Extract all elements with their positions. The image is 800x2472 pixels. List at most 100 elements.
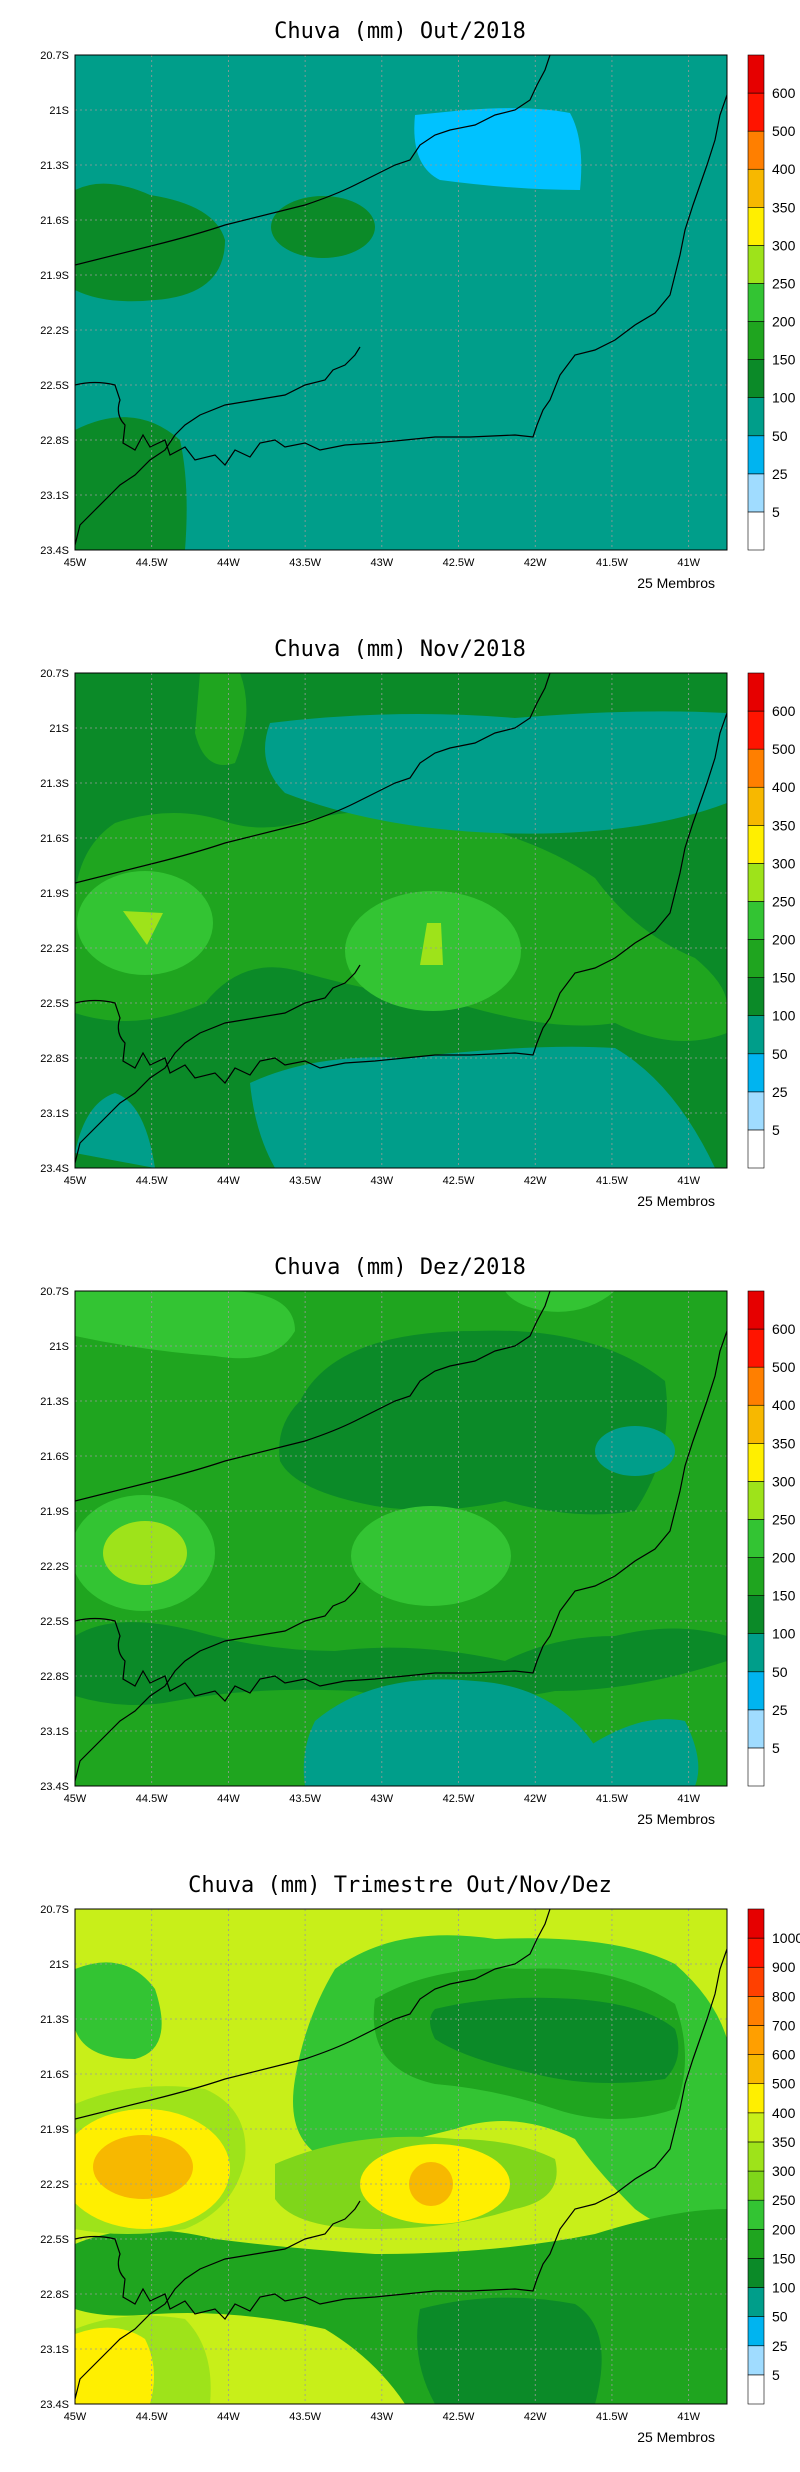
colorbar-swatch <box>747 435 765 475</box>
colorbar-swatch <box>747 1053 765 1093</box>
colorbar-swatch <box>747 2199 765 2230</box>
state-border <box>75 964 361 1164</box>
colorbar-swatch <box>747 1557 765 1596</box>
lon-tick-label: 42W <box>524 557 547 569</box>
lon-tick-label: 43.5W <box>289 2411 321 2423</box>
coastline <box>75 712 727 1084</box>
lon-tick-label: 45W <box>64 1175 87 1187</box>
colorbar-swatch <box>747 1129 765 1169</box>
colorbar-swatch <box>747 168 765 208</box>
colorbar-label: 350 <box>772 1435 796 1451</box>
colorbar-label: 250 <box>772 893 796 909</box>
colorbar-label: 100 <box>772 2280 796 2296</box>
colorbar-label: 250 <box>772 275 796 291</box>
coastline <box>75 94 727 466</box>
colorbar-swatch <box>747 901 765 940</box>
lat-tick-label: 23.4S <box>40 1163 69 1175</box>
lon-tick-label: 42W <box>524 2411 547 2423</box>
colorbar-swatch <box>747 2054 765 2085</box>
colorbar-label: 50 <box>772 1664 788 1680</box>
lat-tick-label: 22.2S <box>40 1561 69 1573</box>
state-border <box>75 1582 361 1782</box>
colorbar-swatch <box>747 1519 765 1558</box>
colorbar-label: 900 <box>772 1959 796 1975</box>
lon-tick-label: 41W <box>677 2411 700 2423</box>
colorbar-label: 5 <box>772 2367 780 2383</box>
colorbar-swatch <box>747 825 765 864</box>
colorbar-label: 600 <box>772 1321 796 1337</box>
colorbar: 5 25 50 100 150 200 250 300 350 400 500 600 700 800 90… <box>747 1908 800 2405</box>
lon-tick-label: 43.5W <box>289 557 321 569</box>
lat-tick-label: 23.1S <box>40 490 69 502</box>
map-area <box>75 1909 727 2404</box>
colorbar-swatch <box>747 2287 765 2317</box>
colorbar-swatch <box>747 939 765 978</box>
colorbar-swatch <box>747 1709 765 1749</box>
lat-tick-label: 23.1S <box>40 1108 69 1120</box>
lat-tick-label: 21.3S <box>40 1396 69 1408</box>
map-title: Chuva (mm) Nov/2018 <box>274 637 526 662</box>
colorbar-swatch <box>747 321 765 360</box>
lon-tick-label: 45W <box>64 557 87 569</box>
coastline <box>75 1948 727 2320</box>
colorbar-label: 400 <box>772 779 796 795</box>
colorbar-swatch <box>747 1633 765 1673</box>
rain-contour-region <box>75 673 727 1041</box>
colorbar-label: 400 <box>772 1397 796 1413</box>
colorbar-label: 5 <box>772 1122 780 1138</box>
colorbar: 5 25 50 100 150 200 250 300 350 400 500 600 <box>747 54 796 551</box>
colorbar-label: 600 <box>772 703 796 719</box>
lon-tick-label: 43W <box>371 2411 394 2423</box>
colorbar: 5 25 50 100 150 200 250 300 350 400 500 600 <box>747 672 796 1169</box>
lon-tick-label: 41.5W <box>596 1793 628 1805</box>
lat-tick-label: 23.1S <box>40 2344 69 2356</box>
colorbar-swatch <box>747 245 765 284</box>
lat-tick-label: 22.5S <box>40 380 69 392</box>
lat-tick-label: 22.2S <box>40 943 69 955</box>
colorbar-label: 150 <box>772 352 796 368</box>
colorbar-label: 500 <box>772 2076 796 2092</box>
colorbar-swatch <box>747 1328 765 1368</box>
lon-tick-label: 42.5W <box>443 2411 475 2423</box>
lon-tick-label: 43W <box>371 1793 394 1805</box>
ensemble-members-label: 25 Membros <box>637 1811 715 1827</box>
lat-tick-label: 21.6S <box>40 833 69 845</box>
colorbar-label: 700 <box>772 2017 796 2033</box>
lon-tick-label: 44W <box>217 557 240 569</box>
colorbar-swatch <box>747 359 765 398</box>
lat-tick-label: 20.7S <box>40 1286 69 1298</box>
state-border <box>75 346 361 546</box>
rain-contour-region <box>75 1622 727 1705</box>
lon-tick-label: 45W <box>64 2411 87 2423</box>
rain-contour-region <box>103 1521 187 1585</box>
colorbar-label: 200 <box>772 314 796 330</box>
colorbar-swatch <box>747 1996 765 2026</box>
lat-tick-label: 22.8S <box>40 435 69 447</box>
rain-contour-region <box>351 1506 511 1606</box>
colorbar-label: 350 <box>772 817 796 833</box>
lon-tick-label: 42W <box>524 1793 547 1805</box>
colorbar-swatch <box>747 672 765 712</box>
lon-tick-label: 44.5W <box>136 1793 168 1805</box>
colorbar-label: 25 <box>772 466 788 482</box>
colorbar-label: 150 <box>772 1588 796 1604</box>
lat-tick-label: 21.3S <box>40 160 69 172</box>
colorbar-swatch <box>747 1404 765 1444</box>
lat-tick-label: 22.8S <box>40 1053 69 1065</box>
colorbar-label: 300 <box>772 237 796 253</box>
colorbar-swatch <box>747 2258 765 2288</box>
colorbar-label: 50 <box>772 2309 788 2325</box>
lon-tick-label: 43.5W <box>289 1175 321 1187</box>
colorbar-swatch <box>747 1908 765 1939</box>
lat-tick-label: 21S <box>49 1341 69 1353</box>
lon-tick-label: 44.5W <box>136 2411 168 2423</box>
colorbar-swatch <box>747 283 765 322</box>
colorbar-swatch <box>747 511 765 551</box>
colorbar-label: 250 <box>772 2192 796 2208</box>
rain-contour-region <box>75 183 225 302</box>
colorbar-swatch <box>747 863 765 902</box>
rain-contour-region <box>417 1997 679 2404</box>
rain-contour-region <box>93 2135 193 2199</box>
lat-tick-label: 22.5S <box>40 2234 69 2246</box>
rain-contour-region <box>279 1330 667 1515</box>
